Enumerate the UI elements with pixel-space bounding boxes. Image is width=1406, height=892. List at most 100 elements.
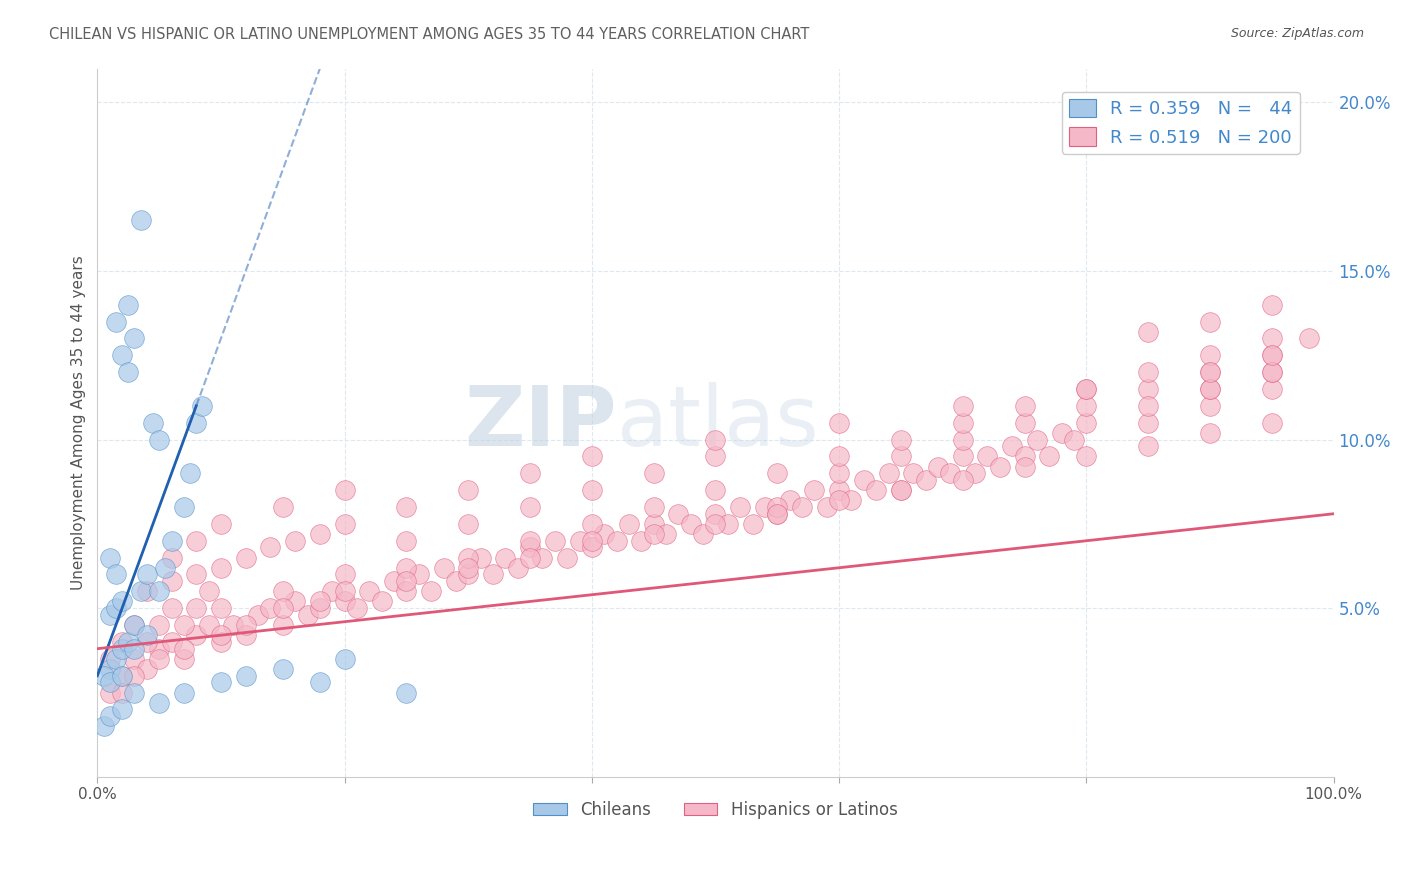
Point — [1261, 365, 1284, 379]
Point — [1261, 348, 1284, 362]
Point — [111, 594, 134, 608]
Point — [815, 500, 838, 514]
Point — [1014, 399, 1036, 413]
Y-axis label: Unemployment Among Ages 35 to 44 years: Unemployment Among Ages 35 to 44 years — [72, 255, 86, 591]
Point — [679, 516, 702, 531]
Point — [704, 516, 727, 531]
Point — [704, 483, 727, 498]
Text: Source: ZipAtlas.com: Source: ZipAtlas.com — [1230, 27, 1364, 40]
Point — [506, 560, 529, 574]
Point — [593, 527, 616, 541]
Point — [395, 685, 418, 699]
Point — [209, 516, 232, 531]
Point — [111, 635, 134, 649]
Point — [370, 594, 392, 608]
Point — [408, 567, 430, 582]
Point — [1014, 450, 1036, 464]
Point — [148, 652, 170, 666]
Point — [160, 601, 183, 615]
Point — [160, 574, 183, 589]
Point — [432, 560, 454, 574]
Point — [271, 584, 294, 599]
Point — [117, 635, 139, 649]
Point — [976, 450, 998, 464]
Point — [531, 550, 554, 565]
Point — [135, 584, 157, 599]
Point — [104, 567, 127, 582]
Point — [160, 533, 183, 548]
Point — [186, 628, 208, 642]
Point — [927, 459, 949, 474]
Point — [309, 601, 332, 615]
Point — [1137, 382, 1160, 396]
Point — [1026, 433, 1049, 447]
Point — [717, 516, 740, 531]
Point — [124, 641, 146, 656]
Point — [395, 584, 418, 599]
Point — [271, 500, 294, 514]
Legend: Chileans, Hispanics or Latinos: Chileans, Hispanics or Latinos — [527, 794, 904, 825]
Point — [877, 467, 900, 481]
Point — [284, 594, 307, 608]
Point — [98, 607, 121, 622]
Point — [179, 467, 201, 481]
Point — [1199, 365, 1222, 379]
Point — [395, 500, 418, 514]
Point — [1076, 450, 1098, 464]
Point — [93, 719, 115, 733]
Point — [173, 618, 195, 632]
Point — [890, 433, 912, 447]
Point — [395, 560, 418, 574]
Point — [1199, 425, 1222, 440]
Point — [766, 467, 789, 481]
Point — [1137, 416, 1160, 430]
Point — [148, 433, 170, 447]
Point — [519, 467, 541, 481]
Point — [766, 507, 789, 521]
Point — [555, 550, 578, 565]
Point — [209, 635, 232, 649]
Point — [581, 483, 603, 498]
Point — [297, 607, 319, 622]
Point — [173, 500, 195, 514]
Point — [135, 635, 157, 649]
Point — [209, 628, 232, 642]
Point — [235, 550, 257, 565]
Point — [457, 516, 479, 531]
Point — [1001, 439, 1024, 453]
Point — [890, 450, 912, 464]
Point — [965, 467, 987, 481]
Point — [754, 500, 776, 514]
Point — [129, 584, 152, 599]
Point — [1137, 439, 1160, 453]
Point — [93, 668, 115, 682]
Point — [309, 594, 332, 608]
Point — [1076, 416, 1098, 430]
Point — [828, 416, 851, 430]
Point — [668, 507, 690, 521]
Point — [186, 567, 208, 582]
Point — [1076, 382, 1098, 396]
Point — [704, 450, 727, 464]
Point — [728, 500, 751, 514]
Point — [98, 685, 121, 699]
Point — [111, 641, 134, 656]
Point — [914, 473, 936, 487]
Point — [841, 493, 863, 508]
Point — [1038, 450, 1060, 464]
Point — [247, 607, 270, 622]
Point — [1199, 399, 1222, 413]
Point — [111, 668, 134, 682]
Point — [1014, 459, 1036, 474]
Point — [692, 527, 714, 541]
Point — [1298, 331, 1320, 345]
Point — [346, 601, 368, 615]
Point — [952, 450, 974, 464]
Point — [124, 618, 146, 632]
Text: atlas: atlas — [617, 382, 818, 463]
Point — [655, 527, 678, 541]
Point — [704, 507, 727, 521]
Point — [111, 348, 134, 362]
Point — [382, 574, 405, 589]
Point — [148, 696, 170, 710]
